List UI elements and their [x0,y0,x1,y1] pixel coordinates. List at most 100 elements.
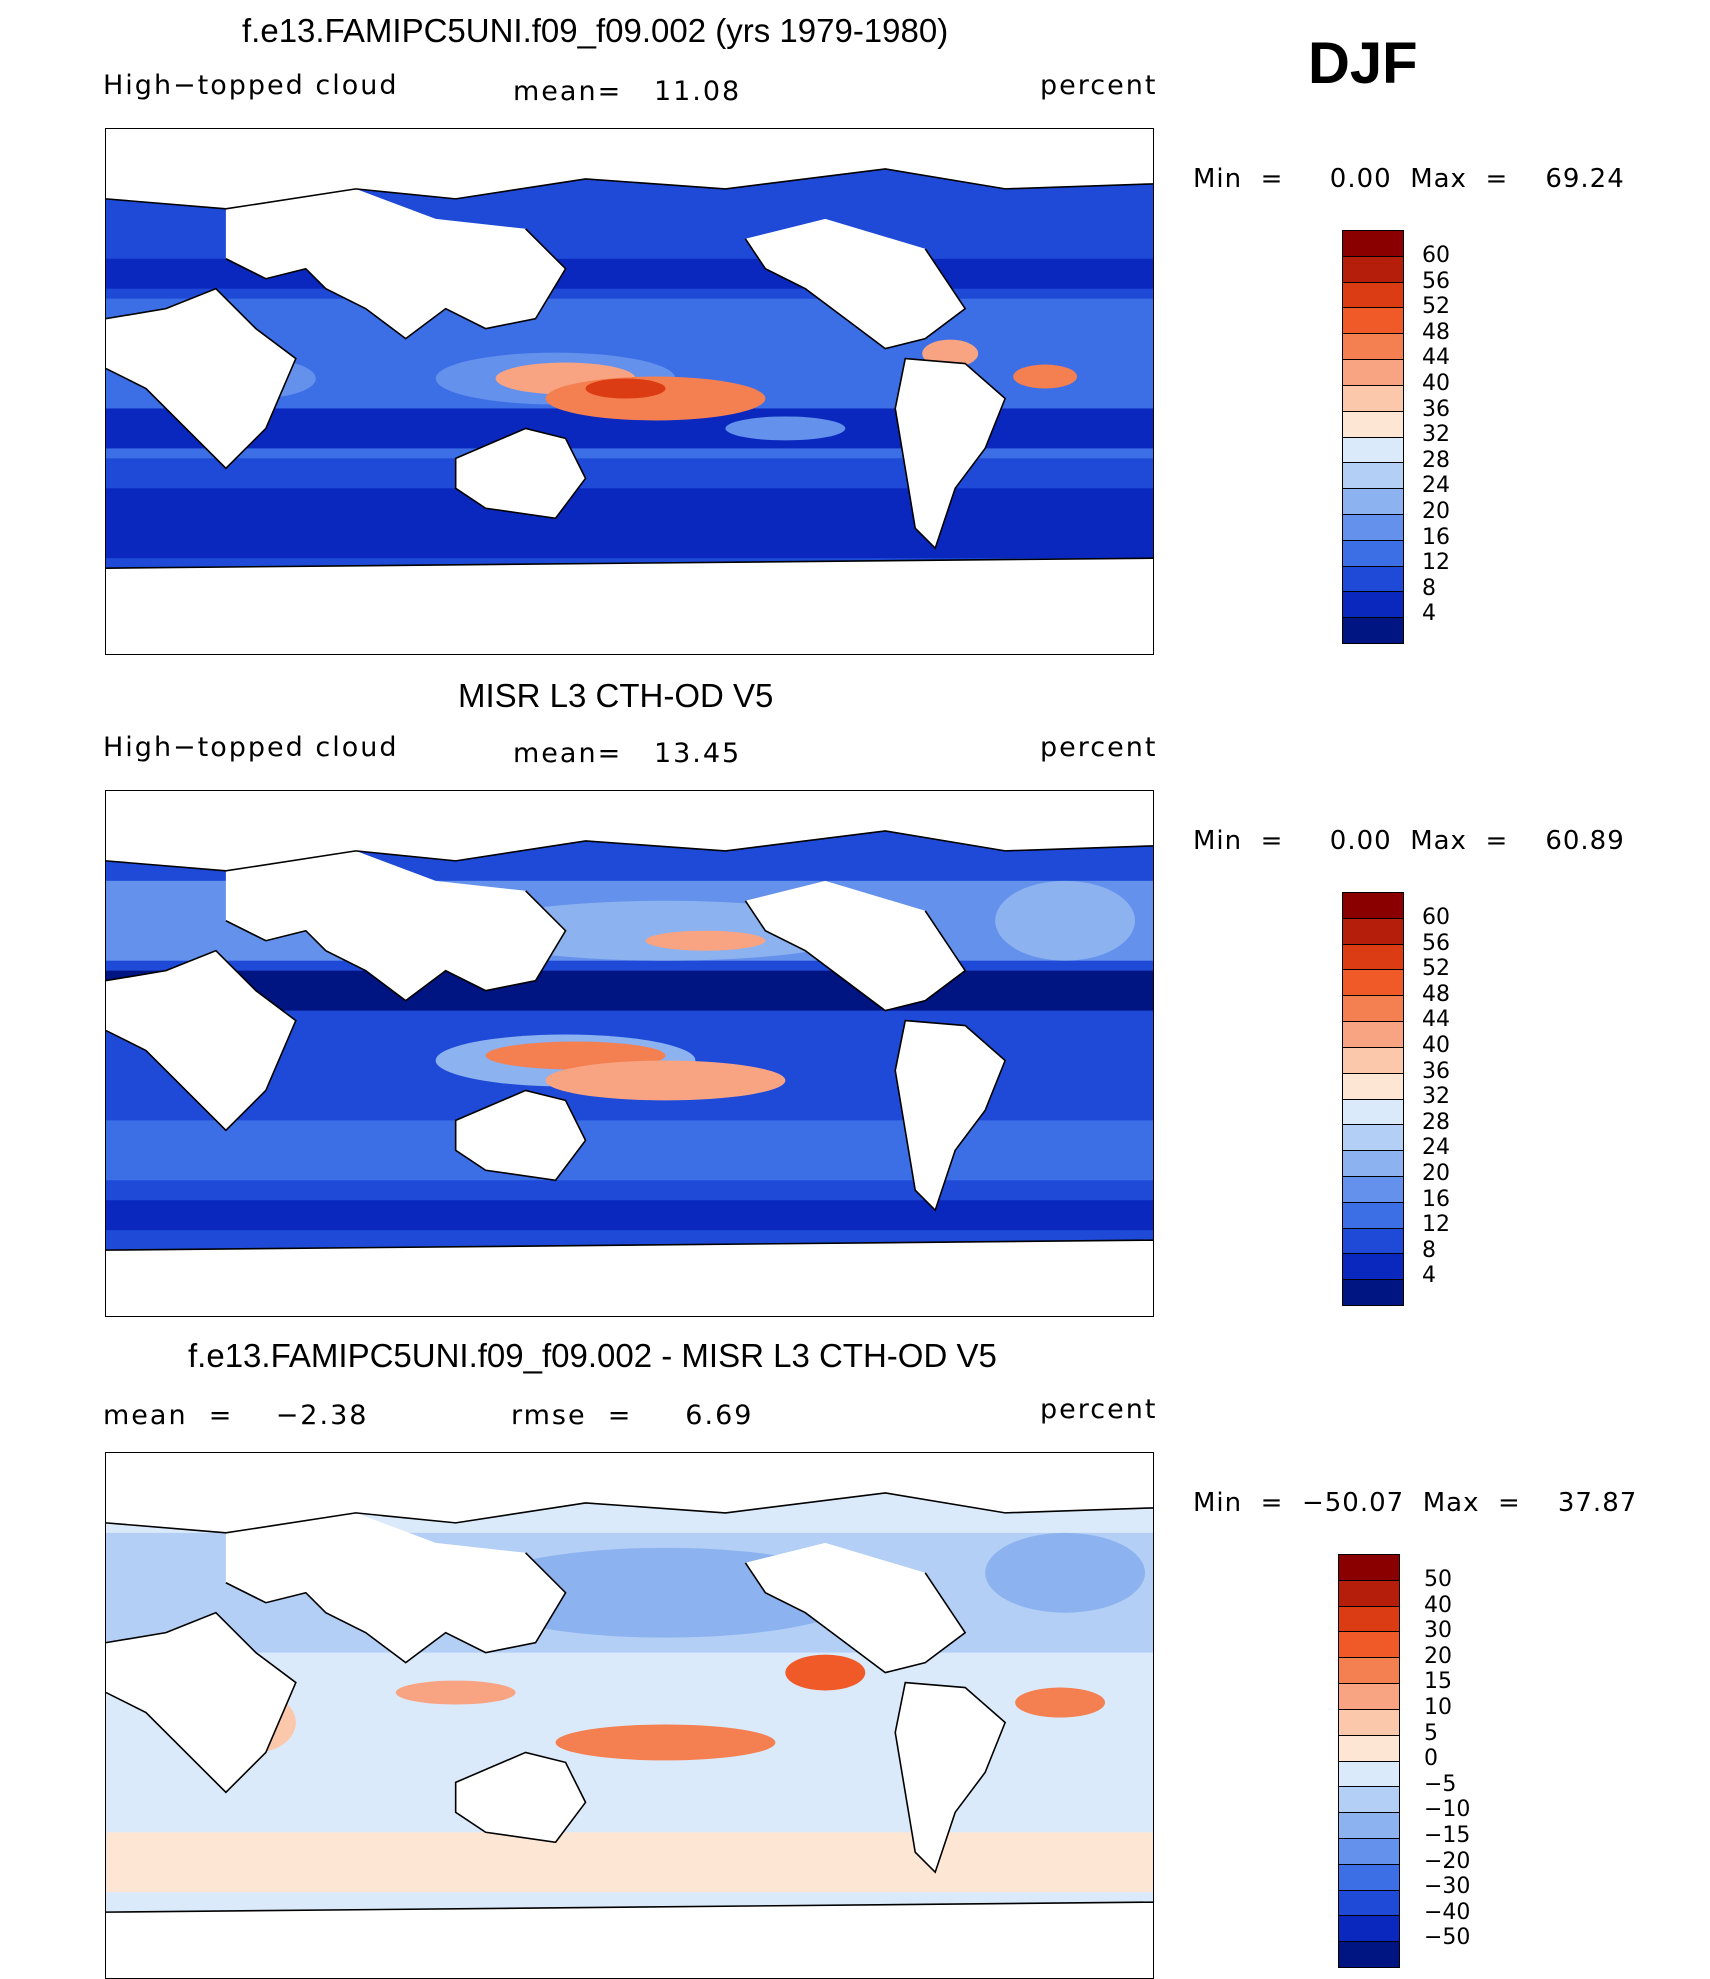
colorbar-segment [1339,1890,1399,1917]
colorbar-segment [1343,918,1403,945]
panel-2-units-label: percent [1040,732,1158,763]
panel-3-map [105,1452,1154,1979]
colorbar-tick-label: 44 [1422,345,1450,371]
colorbar-tick-label: 20 [1422,498,1450,524]
colorbar-tick-label: 48 [1422,981,1450,1007]
colorbar-tick-label: 28 [1422,1109,1450,1135]
colorbar-tick-label: −5 [1424,1771,1457,1797]
colorbar-tick-label: 60 [1422,905,1450,930]
colorbar-tick-label: 50 [1424,1567,1452,1592]
panel-1-minmax: Min = 0.00 Max = 69.24 [1193,164,1625,194]
colorbar-segment [1343,463,1403,490]
colorbar-segment [1343,489,1403,515]
colorbar-tick-label: 40 [1422,1032,1450,1058]
colorbar-tick-label: 28 [1422,447,1450,473]
observed-cloud-map [106,791,1153,1316]
colorbar-segment [1343,1125,1403,1152]
colorbar-tick-label: 32 [1422,422,1450,448]
colorbar-segment [1343,308,1403,335]
colorbar-tick-label: 8 [1422,575,1436,601]
colorbar-segment [1343,1228,1403,1255]
colorbar-tick-label: 44 [1422,1007,1450,1033]
colorbar-segment [1339,1555,1399,1581]
colorbar-segment [1343,514,1403,541]
panel-2-title: MISR L3 CTH-OD V5 [458,677,774,714]
colorbar-segment [1339,1580,1399,1607]
colorbar-segment [1339,1632,1399,1659]
panel-2-variable-label: High−topped cloud [103,732,399,763]
colorbar-segment [1339,1916,1399,1943]
panel-3-units-label: percent [1040,1394,1158,1425]
colorbar-tick-label: 32 [1422,1084,1450,1110]
panel-3-minmax: Min = −50.07 Max = 37.87 [1193,1488,1638,1518]
colorbar-tick-label: 24 [1422,1135,1450,1161]
colorbar-tick-label: 36 [1422,396,1450,422]
colorbar-tick-label: 16 [1422,524,1450,550]
panel-2-map [105,790,1154,1317]
panel-1-map [105,128,1154,655]
panel-2-mean-label: mean= 13.45 [513,738,742,769]
colorbar-tick-label: −30 [1424,1874,1471,1900]
colorbar-segment [1343,1176,1403,1203]
colorbar-tick-label: 20 [1422,1160,1450,1186]
colorbar-segment [1339,1864,1399,1891]
panel-1-units-label: percent [1040,70,1158,101]
colorbar-segment [1339,1606,1399,1633]
colorbar-segment [1339,1787,1399,1814]
colorbar-segment [1339,1942,1399,1967]
panel-3-title: f.e13.FAMIPC5UNI.f09_f09.002 - MISR L3 C… [188,1337,997,1374]
colorbar-segment [1343,334,1403,361]
colorbar-tick-label: 52 [1422,956,1450,982]
colorbar-segment [1339,1684,1399,1710]
colorbar-tick-label: 48 [1422,319,1450,345]
panel-1-variable-label: High−topped cloud [103,70,399,101]
colorbar-tick-label: 56 [1422,268,1450,294]
colorbar-segment [1343,1202,1403,1229]
colorbar-segment [1343,437,1403,464]
colorbar-segment [1343,566,1403,593]
colorbar-tick-label: −10 [1424,1797,1471,1823]
colorbar-tick-label: 30 [1424,1618,1452,1644]
panel-1-colorbar-labels: 60 56 52 48 44 40 36 32 28 24 20 16 12 8 4 [1422,243,1450,627]
colorbar-tick-label: 40 [1424,1592,1452,1618]
colorbar-segment [1343,360,1403,386]
colorbar-segment [1343,1073,1403,1100]
colorbar-segment [1343,1280,1403,1305]
colorbar-segment [1343,1099,1403,1126]
season-label: DJF [1308,31,1418,96]
difference-map [106,1453,1153,1978]
colorbar-segment [1343,618,1403,643]
panel-2-colorbar-labels: 60 56 52 48 44 40 36 32 28 24 20 16 12 8 4 [1422,905,1450,1289]
panel-3-colorbar-labels: 50 40 30 20 15 10 5 0 −5 −10 −15 −20 −30 −40 −50 [1424,1567,1470,1951]
colorbar-tick-label: 60 [1422,243,1450,268]
colorbar-tick-label: −50 [1424,1925,1471,1951]
colorbar-segment [1343,1022,1403,1048]
colorbar-tick-label: 24 [1422,473,1450,499]
colorbar-segment [1343,996,1403,1023]
colorbar-tick-label: 10 [1424,1694,1452,1720]
colorbar-tick-label: −15 [1424,1822,1471,1848]
colorbar-tick-label: 56 [1422,930,1450,956]
colorbar-segment [1343,1047,1403,1074]
colorbar-tick-label: 8 [1422,1237,1436,1263]
panel-1-mean-label: mean= 11.08 [513,76,742,107]
panel-3-rmse-label: rmse = 6.69 [511,1400,754,1431]
colorbar-tick-label: 12 [1422,1212,1450,1238]
colorbar-tick-label: 36 [1422,1058,1450,1084]
colorbar-segment [1339,1761,1399,1788]
colorbar-segment [1343,893,1403,919]
colorbar-segment [1339,1658,1399,1685]
panel-1-title: f.e13.FAMIPC5UNI.f09_f09.002 (yrs 1979-1… [242,12,949,49]
panel-3-colorbar [1338,1554,1400,1968]
colorbar-segment [1343,592,1403,619]
colorbar-segment [1343,1254,1403,1281]
panel-3-mean-label: mean = −2.38 [103,1400,369,1431]
panel-2-minmax: Min = 0.00 Max = 60.89 [1193,826,1625,856]
colorbar-tick-label: 5 [1424,1720,1438,1746]
colorbar-tick-label: 12 [1422,550,1450,576]
colorbar-tick-label: 4 [1422,601,1436,627]
colorbar-tick-label: 16 [1422,1186,1450,1212]
colorbar-segment [1343,540,1403,567]
colorbar-tick-label: 4 [1422,1263,1436,1289]
colorbar-segment [1343,970,1403,997]
